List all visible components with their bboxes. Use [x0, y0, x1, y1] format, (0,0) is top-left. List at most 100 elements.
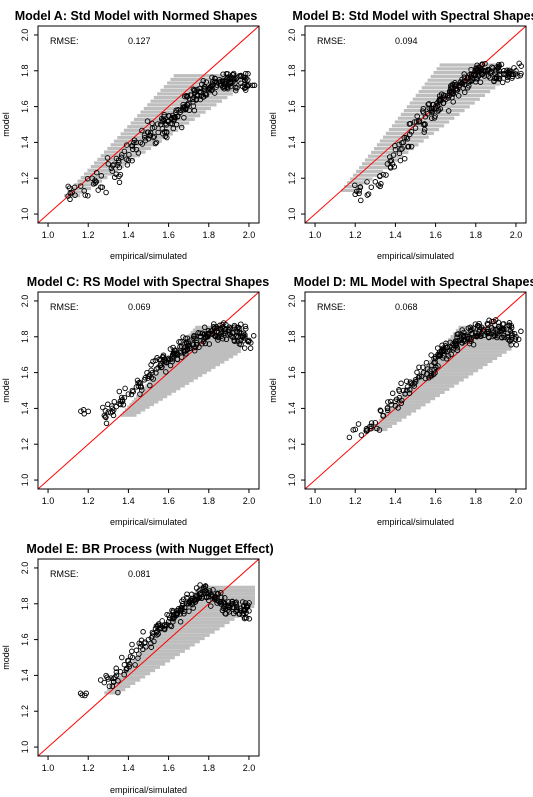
chart-title: Model A: Std Model with Normed Shapes [15, 9, 258, 23]
sim-stripe [440, 347, 512, 351]
sim-stripe [152, 636, 205, 641]
sim-stripe [447, 338, 512, 342]
data-point [403, 134, 410, 141]
data-point [129, 157, 135, 164]
data-point [248, 339, 254, 346]
data-point [512, 336, 518, 342]
data-point [163, 369, 169, 375]
data-point [116, 179, 123, 186]
data-point [210, 587, 216, 593]
data-point [135, 150, 142, 156]
sim-stripe [389, 406, 421, 410]
data-point [479, 71, 486, 78]
data-point [407, 386, 413, 393]
x-tick-label: 1.4 [122, 763, 135, 773]
data-point [387, 165, 394, 171]
data-point [126, 664, 132, 670]
sim-stripe [158, 630, 215, 634]
data-point [108, 165, 115, 172]
data-point [245, 71, 251, 77]
sim-stripe [146, 643, 195, 647]
x-tick-label: 2.0 [510, 230, 523, 240]
data-point [404, 136, 411, 142]
data-point [450, 345, 457, 351]
x-tick-label: 1.2 [349, 496, 362, 506]
data-point [242, 323, 249, 330]
sim-stripe [183, 339, 241, 343]
data-point [149, 120, 155, 126]
sim-stripe [138, 652, 180, 657]
y-tick-label: 1.2 [20, 438, 30, 451]
data-point [116, 159, 122, 166]
data-point [181, 611, 187, 617]
rmse-value: 0.069 [128, 302, 151, 312]
data-point [378, 181, 384, 187]
data-point [389, 390, 396, 397]
data-point [209, 74, 215, 81]
data-point [203, 92, 210, 98]
y-tick-label: 1.0 [20, 741, 30, 754]
data-point [128, 391, 135, 398]
y-tick-label: 1.2 [287, 438, 297, 451]
y-tick-label: 1.2 [20, 172, 30, 185]
x-tick-label: 2.0 [243, 763, 256, 773]
data-point [416, 373, 423, 379]
sim-stripe [87, 168, 119, 172]
sim-stripe [136, 395, 168, 399]
y-axis-label: model [1, 112, 11, 137]
data-point [130, 146, 136, 153]
sim-stripe [374, 147, 414, 151]
data-point [478, 333, 484, 340]
chart-title: Model C: RS Model with Spectral Shapes [27, 275, 269, 289]
data-point [121, 671, 127, 678]
sim-stripe [124, 668, 156, 673]
data-point [448, 83, 455, 89]
sim-stripe [104, 150, 146, 154]
data-point [147, 130, 154, 136]
sim-stripe [455, 328, 512, 333]
sim-stripe [408, 384, 455, 388]
data-point [246, 600, 252, 606]
sim-stripe [353, 173, 378, 177]
sim-stripe [192, 592, 255, 596]
data-point [200, 78, 207, 84]
data-point [221, 603, 227, 610]
data-point [399, 140, 405, 146]
data-point [173, 610, 180, 617]
sim-stripe [167, 357, 229, 361]
sim-stripe [74, 183, 97, 187]
data-point [353, 188, 360, 195]
panel-1: Model A: Std Model with Normed Shapes 1.0… [1, 9, 260, 261]
data-point [242, 77, 248, 84]
data-point [170, 616, 177, 622]
sim-stripe [77, 179, 102, 183]
simulated-band [104, 585, 255, 695]
data-point [432, 370, 438, 376]
rmse-label: RMSE: [317, 36, 346, 46]
data-point [140, 629, 146, 635]
sim-stripe [169, 617, 235, 621]
data-point [358, 197, 364, 204]
data-point [82, 192, 88, 198]
y-axis-label: model [268, 112, 278, 137]
sim-stripe [104, 691, 121, 695]
data-point [113, 665, 119, 672]
data-point [118, 154, 125, 161]
data-point [105, 676, 112, 682]
data-point [129, 641, 135, 648]
rmse-label: RMSE: [317, 302, 346, 312]
data-point [407, 131, 413, 138]
x-axis-label: empirical/simulated [377, 517, 454, 527]
data-point [205, 334, 211, 340]
x-tick-label: 1.8 [470, 496, 483, 506]
data-point [139, 387, 145, 393]
data-point [180, 334, 186, 340]
data-point [228, 601, 235, 608]
data-point [412, 379, 419, 385]
y-tick-label: 2.0 [20, 29, 30, 42]
data-point [447, 85, 454, 92]
sim-stripe [429, 359, 493, 363]
sim-stripe [173, 74, 241, 78]
data-point [125, 657, 131, 664]
data-point [499, 79, 506, 86]
